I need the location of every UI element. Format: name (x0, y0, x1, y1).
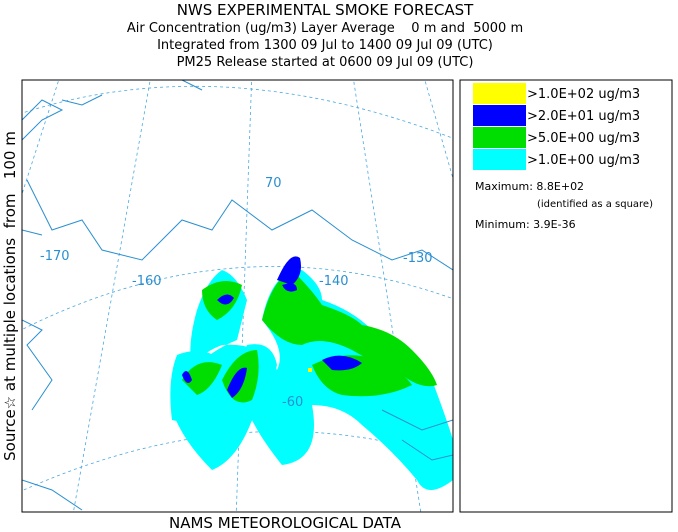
legend-label: >2.0E+01 ug/m3 (527, 109, 640, 124)
map-label: -160 (132, 274, 162, 289)
legend-label: >5.0E+00 ug/m3 (527, 131, 640, 146)
map-label: -60 (282, 395, 303, 410)
map-label: -170 (40, 249, 70, 264)
legend: Maximum: 8.8E+02 (identified as a square… (459, 79, 673, 513)
map-frame (21, 79, 454, 513)
plume-level-1 (172, 270, 453, 490)
subtitle: Integrated from 1300 09 Jul to 1400 09 J… (157, 38, 493, 53)
map-label: -140 (319, 274, 349, 289)
smoke-plume (170, 256, 453, 490)
coastline (22, 80, 453, 511)
minimum: Minimum: 3.9E-36 (475, 218, 576, 231)
footer: NAMS METEOROLOGICAL DATA (169, 514, 402, 532)
title-block: NWS EXPERIMENTAL SMOKE FORECAST Air Conc… (127, 1, 523, 70)
source-label: Source☆ at multiple locations from 100 m (1, 131, 19, 461)
maximum: Maximum: 8.8E+02 (475, 180, 584, 193)
maximum-square (308, 368, 312, 372)
subtitle: Air Concentration (ug/m3) Layer Average … (127, 21, 523, 36)
map: -170 -160 -140 -130 70 -60 (22, 80, 453, 512)
map-label: -130 (403, 251, 433, 266)
map-labels: -170 -160 -140 -130 70 -60 (40, 176, 433, 410)
legend-swatch (473, 149, 526, 170)
legend-frame (459, 79, 673, 513)
legend-swatch (473, 105, 526, 126)
plume-level-2 (262, 270, 437, 387)
legend-label: >1.0E+02 ug/m3 (527, 87, 640, 102)
map-label: 70 (265, 176, 282, 191)
title: NWS EXPERIMENTAL SMOKE FORECAST (177, 1, 474, 19)
legend-swatch (473, 127, 526, 148)
subtitle: PM25 Release started at 0600 09 Jul 09 (… (177, 55, 474, 70)
legend-label: >1.0E+00 ug/m3 (527, 153, 640, 168)
maximum-note: (identified as a square) (537, 199, 653, 210)
legend-swatch (473, 83, 526, 104)
